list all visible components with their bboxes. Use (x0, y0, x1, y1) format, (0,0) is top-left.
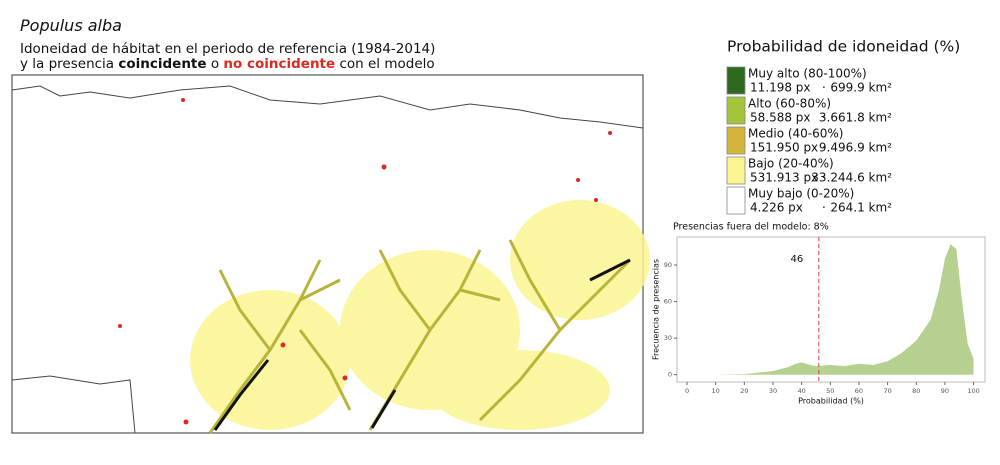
legend-title: Probabilidad de idoneidad (%) (727, 38, 960, 56)
subtitle: y la presencia coincidente o no coincide… (20, 56, 435, 72)
legend-separator: · (822, 141, 826, 155)
legend-label: Alto (60-80%) (748, 97, 831, 111)
legend-pixels: 4.226 px (750, 201, 803, 215)
map (11, 74, 650, 434)
legend-swatch (726, 66, 746, 95)
legend-pixels: 58.588 px (750, 111, 811, 125)
legend-label: Muy alto (80-100%) (748, 67, 867, 81)
legend-area: 33.244.6 km² (811, 171, 892, 185)
density-area (687, 244, 974, 375)
subtitle: Idoneidad de hábitat en el periodo de re… (20, 41, 436, 57)
legend-swatch (726, 186, 746, 215)
chart: Presencias fuera del modelo: 8% 0 10 20 30 40… (652, 222, 986, 406)
x-tick-label: 0 (685, 387, 689, 395)
text: con el modelo (335, 56, 435, 72)
legend-label: Medio (40-60%) (748, 127, 843, 141)
map-title: Populus alba (20, 16, 122, 35)
legend-label: Muy bajo (0-20%) (748, 187, 854, 201)
threshold-label: 46 (790, 254, 803, 265)
legend-pixels: 151.950 px (750, 141, 818, 155)
legend-swatch (726, 156, 746, 185)
x-tick-label: 40 (797, 387, 805, 395)
text: coincidente (118, 56, 207, 72)
x-tick-label: 60 (855, 387, 863, 395)
legend-swatch (726, 126, 746, 155)
legend-pixels: 531.913 px (750, 171, 818, 185)
y-tick-label: 90 (664, 261, 672, 269)
x-tick-label: 10 (712, 387, 720, 395)
legend-area: 3.661.8 km² (819, 111, 892, 125)
legend-separator: · (822, 81, 826, 95)
chart-title: Presencias fuera del modelo: 8% (673, 222, 829, 233)
x-tick-label: 30 (769, 387, 777, 395)
x-tick-label: 100 (967, 387, 979, 395)
x-tick-label: 50 (826, 387, 834, 395)
x-tick-label: 70 (883, 387, 891, 395)
x-tick-label: 80 (912, 387, 920, 395)
x-tick-label: 90 (941, 387, 949, 395)
y-tick-label: 30 (664, 334, 672, 342)
legend-area: 264.1 km² (830, 201, 892, 215)
x-axis-label: Probabilidad (%) (798, 397, 864, 406)
legend-area: 699.9 km² (830, 81, 892, 95)
legend-separator: · (822, 111, 826, 125)
legend-area: 9.496.9 km² (819, 141, 892, 155)
text: o (206, 56, 224, 72)
legend-pixels: 11.198 px (750, 81, 811, 95)
legend-separator: · (822, 201, 826, 215)
text: no coincidente (223, 56, 336, 72)
text: y la presencia (20, 56, 119, 72)
y-axis-label: Frecuencia de presencias (652, 259, 661, 360)
legend-label: Bajo (20-40%) (748, 157, 834, 171)
x-tick-label: 20 (740, 387, 748, 395)
y-tick-label: 60 (664, 298, 672, 306)
legend: Muy alto (80-100%)11.198 px · 699.9 km² Alt… (726, 66, 892, 215)
legend-swatch (726, 96, 746, 125)
legend-separator: · (822, 171, 826, 185)
y-tick-label: 0 (668, 371, 672, 379)
